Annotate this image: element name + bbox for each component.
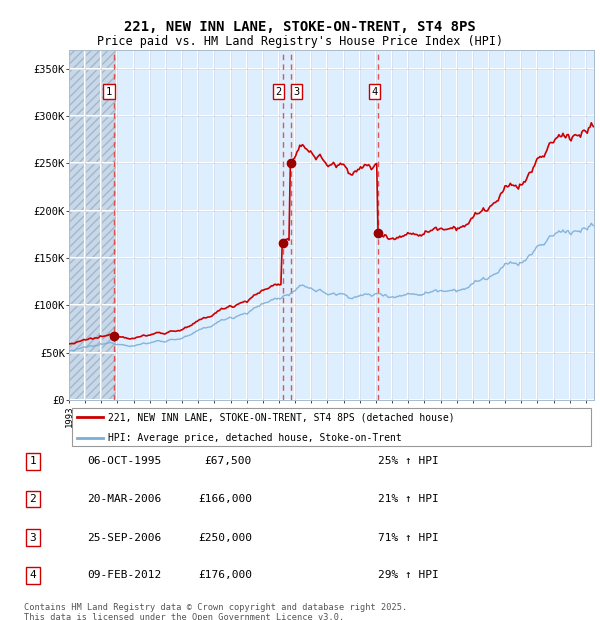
Text: 2: 2 <box>275 87 281 97</box>
Text: Contains HM Land Registry data © Crown copyright and database right 2025.
This d: Contains HM Land Registry data © Crown c… <box>24 603 407 620</box>
Text: 25% ↑ HPI: 25% ↑ HPI <box>378 456 439 466</box>
Text: £250,000: £250,000 <box>198 533 252 542</box>
Text: 20-MAR-2006: 20-MAR-2006 <box>87 494 161 504</box>
Text: 1: 1 <box>106 87 112 97</box>
Text: 3: 3 <box>29 533 37 542</box>
Text: Price paid vs. HM Land Registry's House Price Index (HPI): Price paid vs. HM Land Registry's House … <box>97 35 503 48</box>
Text: 09-FEB-2012: 09-FEB-2012 <box>87 570 161 580</box>
Bar <box>69 50 118 400</box>
Text: HPI: Average price, detached house, Stoke-on-Trent: HPI: Average price, detached house, Stok… <box>109 433 402 443</box>
Text: 06-OCT-1995: 06-OCT-1995 <box>87 456 161 466</box>
Text: £176,000: £176,000 <box>198 570 252 580</box>
Text: 21% ↑ HPI: 21% ↑ HPI <box>378 494 439 504</box>
Text: 1: 1 <box>29 456 37 466</box>
Text: 25-SEP-2006: 25-SEP-2006 <box>87 533 161 542</box>
Text: £67,500: £67,500 <box>205 456 252 466</box>
Text: 29% ↑ HPI: 29% ↑ HPI <box>378 570 439 580</box>
Text: 4: 4 <box>29 570 37 580</box>
Text: 3: 3 <box>293 87 299 97</box>
Text: 4: 4 <box>371 87 377 97</box>
FancyBboxPatch shape <box>71 407 592 446</box>
Text: 2: 2 <box>29 494 37 504</box>
Text: 71% ↑ HPI: 71% ↑ HPI <box>378 533 439 542</box>
Text: 221, NEW INN LANE, STOKE-ON-TRENT, ST4 8PS (detached house): 221, NEW INN LANE, STOKE-ON-TRENT, ST4 8… <box>109 412 455 422</box>
Text: 221, NEW INN LANE, STOKE-ON-TRENT, ST4 8PS: 221, NEW INN LANE, STOKE-ON-TRENT, ST4 8… <box>124 20 476 34</box>
Text: £166,000: £166,000 <box>198 494 252 504</box>
